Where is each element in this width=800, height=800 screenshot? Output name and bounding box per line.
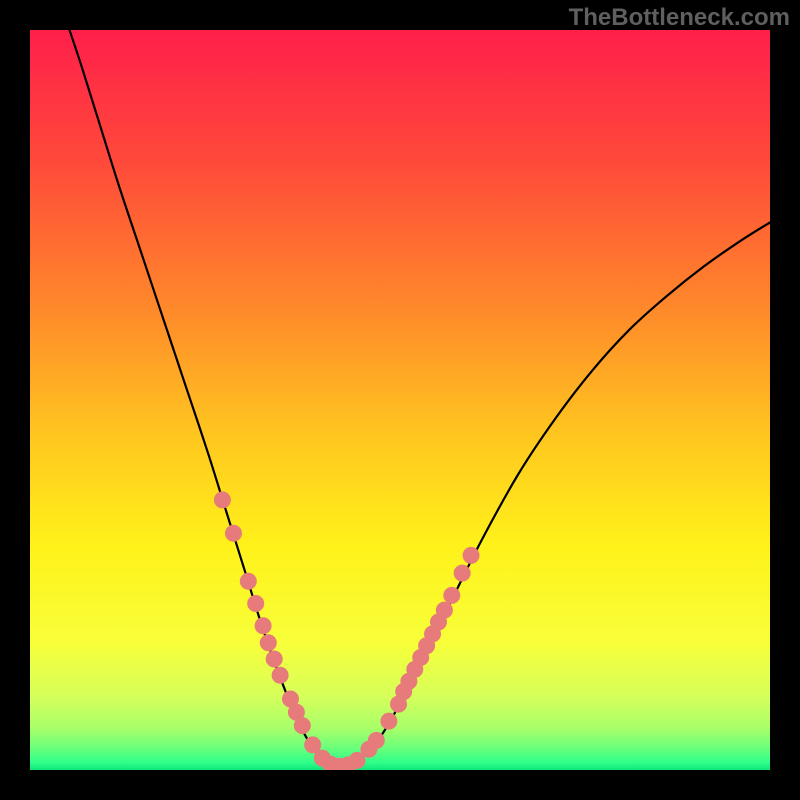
- data-marker: [260, 635, 276, 651]
- data-marker: [226, 525, 242, 541]
- plot-svg: [30, 30, 770, 770]
- data-marker: [266, 651, 282, 667]
- chart-frame: TheBottleneck.com: [0, 0, 800, 800]
- data-marker: [454, 565, 470, 581]
- data-marker: [381, 713, 397, 729]
- watermark-text: TheBottleneck.com: [569, 4, 790, 32]
- data-marker: [436, 602, 452, 618]
- data-marker: [444, 587, 460, 603]
- plot-area: [30, 30, 770, 770]
- data-marker: [294, 718, 310, 734]
- data-marker: [248, 596, 264, 612]
- data-marker: [368, 732, 384, 748]
- data-marker: [272, 667, 288, 683]
- data-marker: [305, 737, 321, 753]
- data-marker: [240, 573, 256, 589]
- data-marker: [255, 618, 271, 634]
- gradient-background: [30, 30, 770, 770]
- data-marker: [214, 492, 230, 508]
- data-marker: [463, 547, 479, 563]
